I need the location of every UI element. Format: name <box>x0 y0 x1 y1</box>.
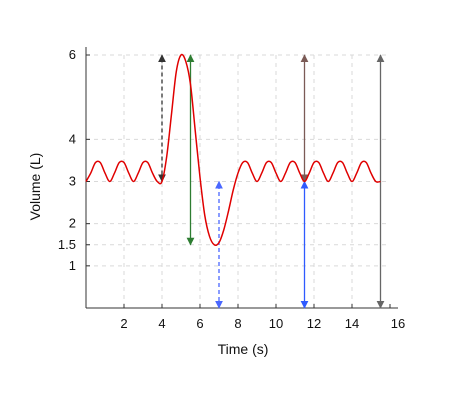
y-tick-label: 3 <box>69 174 76 189</box>
y-axis-label: Volume (L) <box>27 153 43 221</box>
x-tick-label: 16 <box>391 316 405 331</box>
x-tick-label: 6 <box>196 316 203 331</box>
x-tick-label: 4 <box>158 316 165 331</box>
y-tick-label: 6 <box>69 47 76 62</box>
y-tick-labels: 1 1.5 2 3 4 6 <box>58 47 90 273</box>
x-tick-label: 8 <box>234 316 241 331</box>
y-tick-label: 1 <box>69 258 76 273</box>
gridlines <box>86 54 390 308</box>
x-tick-label: 2 <box>120 316 127 331</box>
y-tick-label: 2 <box>69 216 76 231</box>
y-tick-label: 1.5 <box>58 237 76 252</box>
x-tick-labels: 2 4 6 8 10 12 14 16 <box>120 304 405 331</box>
data-series-line <box>85 53 381 246</box>
x-axis-label: Time (s) <box>218 341 269 357</box>
x-tick-label: 14 <box>345 316 359 331</box>
x-tick-label: 12 <box>307 316 321 331</box>
x-tick-label: 10 <box>269 316 283 331</box>
y-tick-label: 4 <box>69 131 76 146</box>
